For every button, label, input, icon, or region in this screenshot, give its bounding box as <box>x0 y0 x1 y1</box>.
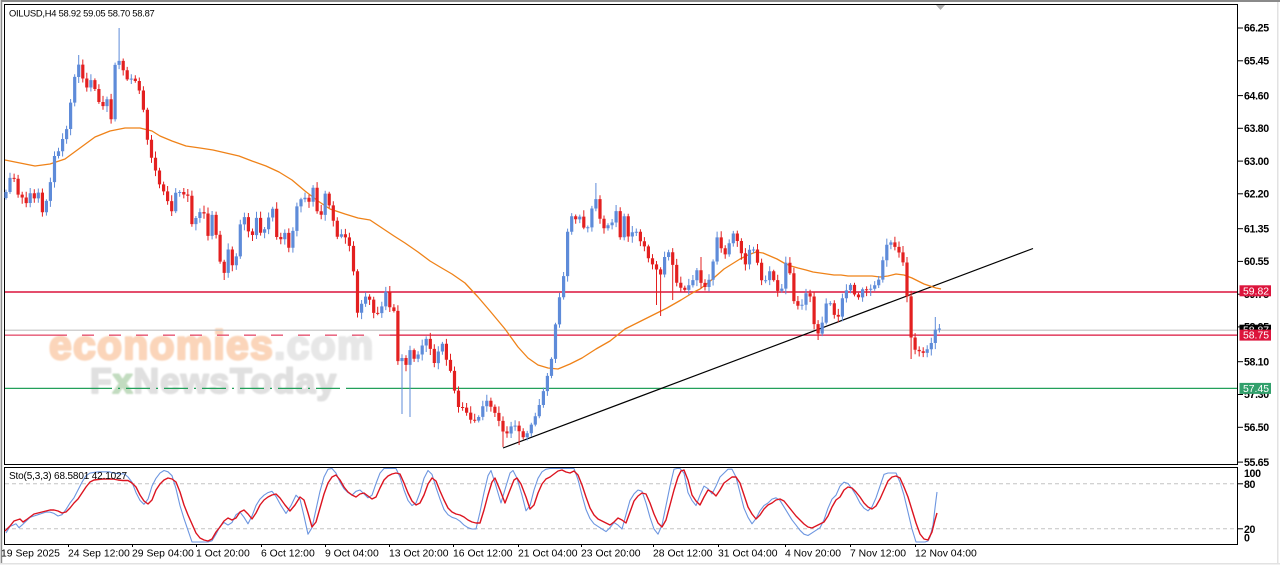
svg-text:0: 0 <box>1244 533 1250 545</box>
svg-text:20: 20 <box>1244 524 1256 536</box>
svg-text:1 Oct 20:00: 1 Oct 20:00 <box>196 549 250 560</box>
svg-text:58.75: 58.75 <box>1243 331 1269 342</box>
svg-text:12 Nov 04:00: 12 Nov 04:00 <box>915 549 977 560</box>
svg-text:29 Sep 04:00: 29 Sep 04:00 <box>132 549 194 560</box>
svg-text:6 Oct 12:00: 6 Oct 12:00 <box>261 549 315 560</box>
svg-text:19 Sep 2025: 19 Sep 2025 <box>1 549 60 560</box>
svg-text:16 Oct 12:00: 16 Oct 12:00 <box>453 549 513 560</box>
svg-text:60.55: 60.55 <box>1244 256 1269 268</box>
svg-text:31 Oct 04:00: 31 Oct 04:00 <box>718 549 778 560</box>
svg-text:FxNewsToday: FxNewsToday <box>90 361 337 401</box>
svg-text:63.80: 63.80 <box>1244 123 1269 135</box>
svg-text:13 Oct 20:00: 13 Oct 20:00 <box>389 549 449 560</box>
svg-text:4 Nov 20:00: 4 Nov 20:00 <box>785 549 841 560</box>
svg-text:21 Oct 04:00: 21 Oct 04:00 <box>518 549 578 560</box>
svg-text:7 Nov 12:00: 7 Nov 12:00 <box>850 549 906 560</box>
svg-text:65.45: 65.45 <box>1244 56 1269 68</box>
svg-text:28 Oct 12:00: 28 Oct 12:00 <box>653 549 713 560</box>
svg-text:63.00: 63.00 <box>1244 156 1269 168</box>
svg-text:100: 100 <box>1244 468 1261 480</box>
svg-text:59.82: 59.82 <box>1243 286 1269 297</box>
svg-text:66.25: 66.25 <box>1244 23 1269 35</box>
svg-text:62.20: 62.20 <box>1244 189 1269 201</box>
svg-text:24 Sep 12:00: 24 Sep 12:00 <box>68 549 130 560</box>
svg-text:57.45: 57.45 <box>1243 384 1269 395</box>
svg-text:Sto(5,3,3) 68.5801 42.1027: Sto(5,3,3) 68.5801 42.1027 <box>9 471 127 482</box>
svg-text:23 Oct 20:00: 23 Oct 20:00 <box>581 549 641 560</box>
svg-text:64.60: 64.60 <box>1244 90 1269 102</box>
svg-text:56.50: 56.50 <box>1244 422 1269 434</box>
svg-text:80: 80 <box>1244 479 1256 491</box>
svg-text:58.10: 58.10 <box>1244 356 1269 368</box>
svg-text:61.35: 61.35 <box>1244 223 1269 235</box>
svg-text:55.65: 55.65 <box>1244 457 1269 469</box>
svg-text:OILUSD,H4 58.92 59.05 58.70 5: OILUSD,H4 58.92 59.05 58.70 58.87 <box>9 8 155 19</box>
svg-text:9 Oct 04:00: 9 Oct 04:00 <box>325 549 379 560</box>
